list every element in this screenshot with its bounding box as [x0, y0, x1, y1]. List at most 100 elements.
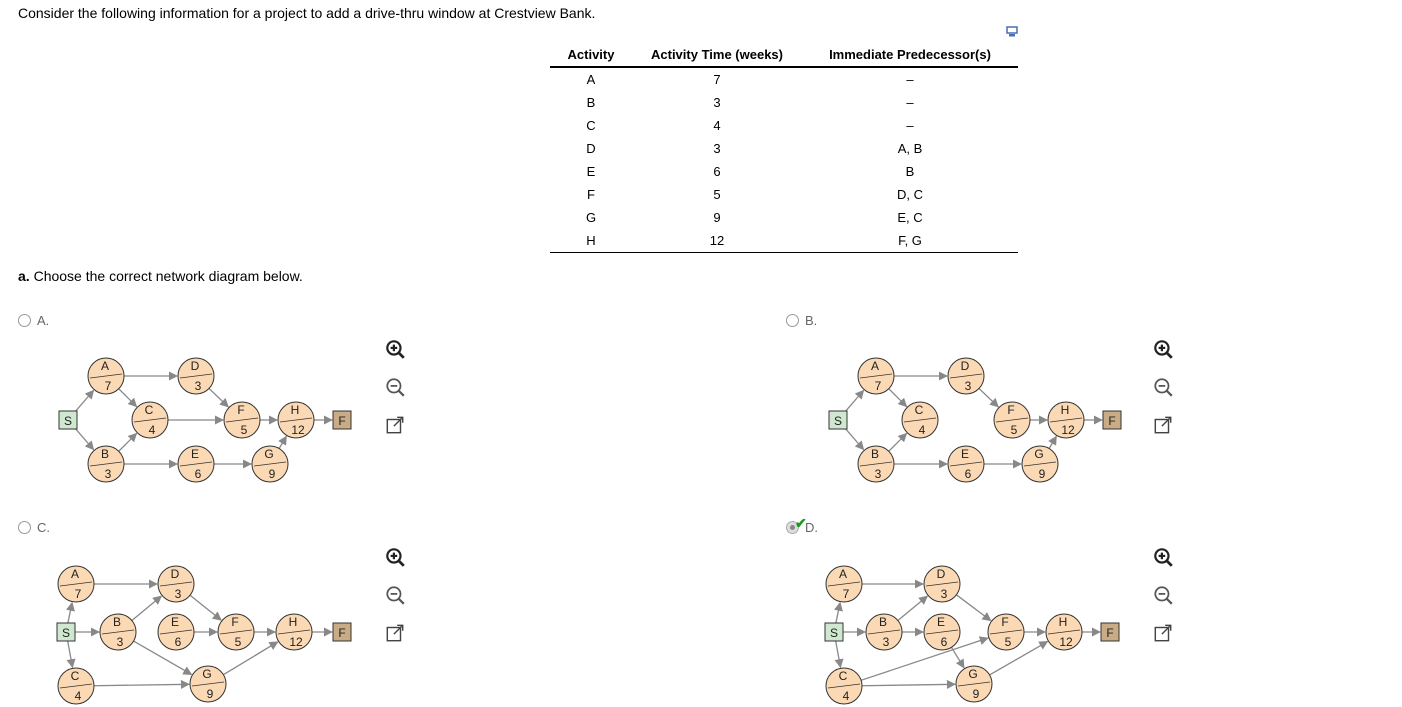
- cell-predecessors: –: [906, 95, 914, 110]
- node-activity-label: D: [961, 359, 970, 373]
- zoom-out-icon[interactable]: [1152, 376, 1174, 398]
- node-activity-label: H: [1061, 403, 1070, 417]
- option-c-label: C.: [37, 520, 50, 535]
- node-divider: [89, 373, 123, 379]
- finish-node: [332, 622, 352, 642]
- option-c-radio[interactable]: [18, 521, 31, 534]
- question-prompt: Choose the correct network diagram below…: [29, 268, 303, 284]
- node-divider: [277, 629, 311, 635]
- node-activity-label: G: [1034, 447, 1043, 461]
- node-divider: [191, 681, 225, 687]
- start-node: [58, 410, 78, 430]
- node-time-label: 9: [207, 687, 214, 701]
- popout-icon[interactable]: [384, 622, 406, 644]
- node-activity-label: E: [937, 615, 945, 629]
- option-d-radio[interactable]: ✔: [786, 515, 807, 534]
- option-c[interactable]: C.: [18, 520, 50, 535]
- node-time-label: 5: [1005, 635, 1012, 649]
- table-row: D 3 A, B: [550, 137, 1018, 160]
- node-time-label: 7: [105, 379, 112, 393]
- table-row: F 5 D, C: [550, 183, 1018, 206]
- zoom-in-icon[interactable]: [1152, 546, 1174, 568]
- header-activity: Activity: [550, 42, 632, 68]
- edge-G-H: [278, 435, 287, 449]
- node-time-label: 9: [1039, 467, 1046, 481]
- node-divider: [179, 461, 213, 467]
- network-diagram-c: S A 7 B 3 C 4 D 3 E 6 F 5 G 9 H 12 F: [56, 565, 352, 705]
- popout-icon[interactable]: [384, 414, 406, 436]
- node-divider: [253, 461, 287, 467]
- node-activity-label: E: [961, 447, 969, 461]
- intro-text: Consider the following information for a…: [18, 5, 596, 21]
- node-divider: [219, 629, 253, 635]
- table-header-row: Activity Activity Time (weeks) Immediate…: [550, 42, 1018, 68]
- node-activity-label: C: [145, 403, 154, 417]
- edge-G-H: [223, 641, 279, 676]
- activity-table: Activity Activity Time (weeks) Immediate…: [550, 42, 1018, 253]
- cell-activity: C: [586, 118, 596, 133]
- edge-B-D: [897, 595, 929, 622]
- cell-activity: E: [586, 164, 596, 179]
- finish-node-label: F: [338, 626, 345, 640]
- finish-node: [1100, 622, 1120, 642]
- node-divider: [101, 629, 135, 635]
- node-time-label: 5: [1011, 423, 1018, 437]
- node-divider: [989, 629, 1023, 635]
- edge-S-A: [834, 601, 843, 624]
- node-activity-label: A: [101, 359, 109, 373]
- node-activity-label: F: [237, 403, 244, 417]
- node-activity-label: D: [191, 359, 200, 373]
- popout-icon[interactable]: [1152, 622, 1174, 644]
- node-activity-label: B: [113, 615, 121, 629]
- node-activity-label: E: [171, 615, 179, 629]
- finish-node-label: F: [1106, 626, 1113, 640]
- node-time-label: 9: [269, 467, 276, 481]
- table-row: B 3 –: [550, 91, 1018, 114]
- edge-S-A: [843, 389, 865, 414]
- edge-E-G: [950, 646, 965, 669]
- zoom-out-icon[interactable]: [384, 376, 406, 398]
- edge-D-F: [956, 594, 992, 622]
- node-activity-label: H: [1059, 615, 1068, 629]
- node-time-label: 3: [965, 379, 972, 393]
- node-divider: [1047, 629, 1081, 635]
- node-time-label: 3: [875, 467, 882, 481]
- finish-node: [332, 410, 352, 430]
- option-b[interactable]: B.: [786, 313, 817, 328]
- option-d[interactable]: ✔ D.: [786, 515, 818, 535]
- node-activity-label: A: [871, 359, 879, 373]
- zoom-in-icon[interactable]: [384, 546, 406, 568]
- zoom-in-icon[interactable]: [1152, 338, 1174, 360]
- node-activity-label: F: [1001, 615, 1008, 629]
- zoom-out-icon[interactable]: [1152, 584, 1174, 606]
- node-activity-label: A: [71, 567, 79, 581]
- option-a-radio[interactable]: [18, 314, 31, 327]
- node-time-label: 3: [117, 635, 124, 649]
- node-divider: [179, 373, 213, 379]
- option-a[interactable]: A.: [18, 313, 49, 328]
- node-divider: [957, 681, 991, 687]
- table-row: A 7 –: [550, 67, 1018, 91]
- edge-D-F: [208, 387, 229, 408]
- copy-icon[interactable]: [1006, 26, 1018, 38]
- edge-B-C: [118, 432, 138, 452]
- node-time-label: 6: [175, 635, 182, 649]
- node-activity-label: G: [264, 447, 273, 461]
- finish-node: [1102, 410, 1122, 430]
- cell-predecessors: B: [905, 164, 915, 179]
- node-divider: [925, 581, 959, 587]
- node-time-label: 6: [941, 635, 948, 649]
- cell-time: 7: [713, 72, 721, 87]
- node-divider: [859, 461, 893, 467]
- zoom-out-icon[interactable]: [384, 584, 406, 606]
- node-divider: [225, 417, 259, 423]
- node-activity-label: C: [839, 669, 848, 683]
- table-row: G 9 E, C: [550, 206, 1018, 229]
- zoom-in-icon[interactable]: [384, 338, 406, 360]
- node-divider: [89, 461, 123, 467]
- option-b-radio[interactable]: [786, 314, 799, 327]
- popout-icon[interactable]: [1152, 414, 1174, 436]
- edge-S-A: [73, 389, 95, 414]
- edge-G-H: [989, 640, 1049, 676]
- node-divider: [925, 629, 959, 635]
